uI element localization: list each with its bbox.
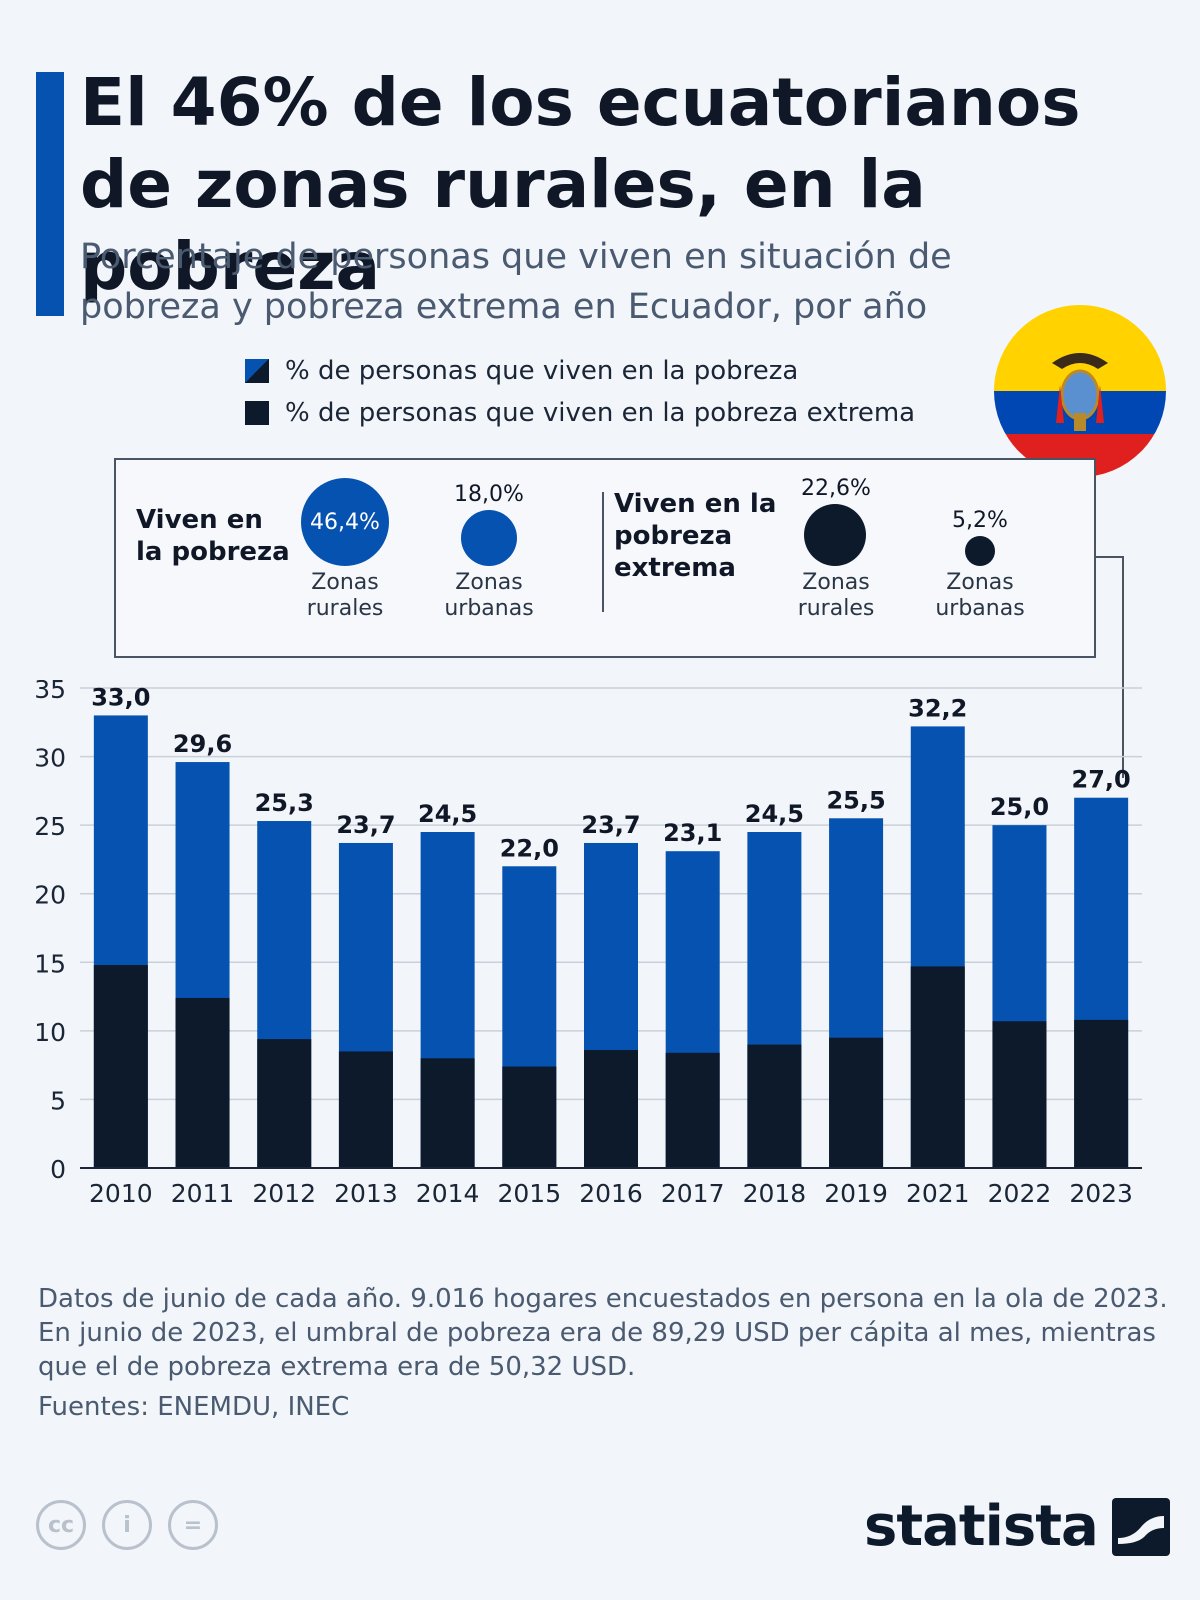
legend-item-poverty: % de personas que viven en la pobreza [245,350,915,392]
x-tick-label: 2023 [1069,1179,1133,1208]
legend-item-extreme: % de personas que viven en la pobreza ex… [245,392,915,434]
bar-extreme-poverty [175,997,230,1168]
y-tick-label: 10 [34,1018,66,1047]
caption-extreme-urban: Zonas urbanas [935,570,1025,621]
legend-label-extreme: % de personas que viven en la pobreza ex… [285,398,916,428]
chart-title: El 46% de los ecuatorianos de zonas rura… [80,64,1081,305]
title-accent-bar [36,72,64,316]
x-tick-label: 2019 [824,1179,888,1208]
y-tick-label: 25 [34,812,66,841]
data-label: 24,5 [745,800,804,828]
legend-swatch-extreme [245,401,269,425]
y-tick-label: 20 [34,881,66,910]
data-label: 23,7 [581,811,640,839]
footnote: Datos de junio de cada año. 9.016 hogare… [38,1282,1168,1424]
attribution-icon[interactable]: i [102,1500,152,1550]
x-tick-label: 2014 [416,1179,480,1208]
bar-extreme-poverty [93,965,148,1168]
dot-poverty-rural-value: 46,4% [310,509,380,535]
x-tick-label: 2016 [579,1179,643,1208]
legend-label-poverty: % de personas que viven en la pobreza [285,356,799,386]
dot-extreme-rural [804,504,866,566]
data-label: 22,0 [500,834,559,862]
bar-chart: 0 5 10 15 20 25 30 35 33,0 2010 29,6 2011 25,3 2012 23… [34,680,1142,1208]
x-tick-label: 2010 [89,1179,153,1208]
inset-heading-poverty: Viven en la pobreza [136,505,290,567]
bar-extreme-poverty [257,1039,312,1168]
data-label: 25,0 [990,793,1049,821]
x-tick-label: 2012 [252,1179,316,1208]
footnote-threshold-note: En junio de 2023, el umbral de pobreza e… [38,1318,1156,1382]
caption-poverty-rural: Zonas rurales [306,570,384,621]
x-tick-label: 2022 [988,1179,1052,1208]
bar-extreme-poverty [1074,1019,1129,1168]
statista-mark-icon [1111,1497,1170,1556]
data-label: 23,7 [336,811,395,839]
no-derivatives-icon[interactable]: = [168,1500,218,1550]
data-label: 27,0 [1072,766,1131,794]
bar-extreme-poverty [584,1050,638,1168]
data-label: 32,2 [908,694,967,722]
caption-poverty-urban: Zonas urbanas [444,570,534,621]
caption-extreme-rural: Zonas rurales [797,570,875,621]
data-label: 25,3 [255,789,314,817]
bar-extreme-poverty [747,1044,802,1168]
data-label: 23,1 [663,819,722,847]
value-poverty-urban: 18,0% [454,482,524,507]
bar-extreme-poverty [502,1066,557,1168]
callout-line-horizontal [1096,556,1124,558]
x-tick-label: 2015 [497,1179,561,1208]
x-tick-label: 2017 [661,1179,725,1208]
x-tick-label: 2011 [171,1179,235,1208]
statista-wordmark: statista [864,1494,1099,1559]
footnote-data-note: Datos de junio de cada año. 9.016 hogare… [38,1284,1168,1314]
footnote-source: Fuentes: ENEMDU, INEC [38,1392,350,1422]
license-icons: cc i = [36,1500,218,1550]
dot-poverty-urban [461,510,517,566]
inset-divider [602,492,604,612]
statista-logo[interactable]: statista [864,1494,1170,1559]
data-label: 24,5 [418,800,477,828]
cc-icon[interactable]: cc [36,1500,86,1550]
dot-poverty-rural: 46,4% [301,478,389,566]
bar-extreme-poverty [992,1021,1047,1168]
value-extreme-rural: 22,6% [801,476,871,501]
y-tick-label: 0 [50,1155,66,1184]
data-label: 29,6 [173,730,232,758]
bar-extreme-poverty [420,1058,475,1168]
x-tick-label: 2013 [334,1179,398,1208]
bar-extreme-poverty [910,966,965,1168]
ecuador-flag-icon [994,305,1166,477]
value-extreme-urban: 5,2% [952,508,1008,533]
legend: % de personas que viven en la pobreza % … [245,350,915,434]
bar-extreme-poverty [829,1037,884,1168]
x-tick-label: 2018 [743,1179,807,1208]
dot-extreme-urban [965,536,995,566]
y-tick-label: 5 [50,1086,66,1115]
data-label: 33,0 [91,683,150,711]
y-tick-label: 30 [34,744,66,773]
y-tick-label: 15 [34,949,66,978]
bar-extreme-poverty [665,1052,720,1168]
x-tick-label: 2021 [906,1179,970,1208]
legend-swatch-poverty [245,359,269,383]
data-label: 25,5 [826,786,885,814]
y-tick-label: 35 [34,680,66,704]
rural-urban-inset: Viven en la pobreza 46,4% Zonas rurales … [114,458,1096,658]
chart-subtitle: Porcentaje de personas que viven en situ… [80,237,952,327]
callout-line-vertical [1122,556,1124,778]
bar-extreme-poverty [338,1051,393,1168]
inset-heading-extreme: Viven en la pobreza extrema [614,489,777,583]
